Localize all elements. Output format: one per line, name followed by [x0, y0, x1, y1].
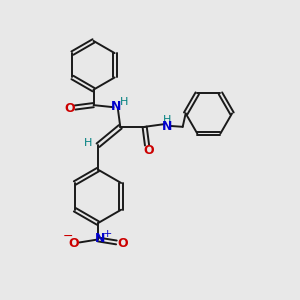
Text: N: N	[95, 232, 106, 245]
Text: O: O	[68, 236, 79, 250]
Text: N: N	[161, 120, 172, 133]
Text: O: O	[117, 236, 128, 250]
Text: −: −	[63, 230, 74, 243]
Text: O: O	[143, 144, 154, 157]
Text: N: N	[111, 100, 121, 113]
Text: H: H	[163, 115, 171, 125]
Text: H: H	[120, 97, 129, 106]
Text: O: O	[65, 103, 75, 116]
Text: +: +	[103, 229, 112, 239]
Text: H: H	[84, 138, 93, 148]
